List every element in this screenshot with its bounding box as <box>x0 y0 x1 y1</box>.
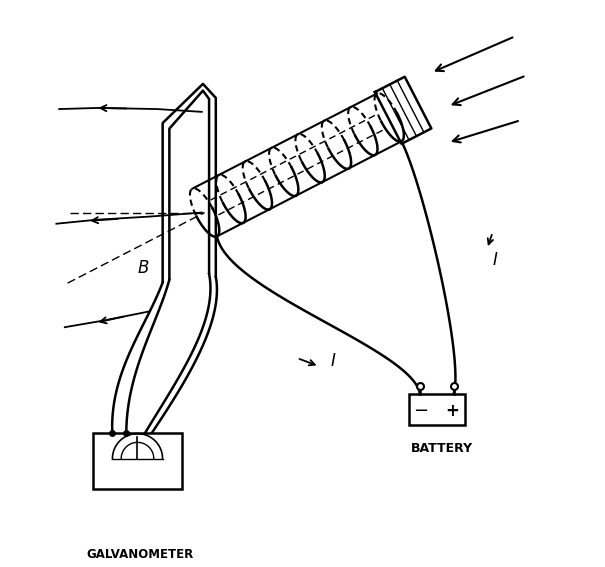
Text: GALVANOMETER: GALVANOMETER <box>87 548 194 561</box>
Bar <box>409 394 465 425</box>
Text: −: − <box>414 402 429 420</box>
Bar <box>93 434 182 489</box>
Text: B: B <box>137 260 149 277</box>
Text: +: + <box>445 402 459 420</box>
Text: I: I <box>331 352 336 370</box>
Text: I: I <box>493 251 498 269</box>
Text: BATTERY: BATTERY <box>411 442 473 455</box>
